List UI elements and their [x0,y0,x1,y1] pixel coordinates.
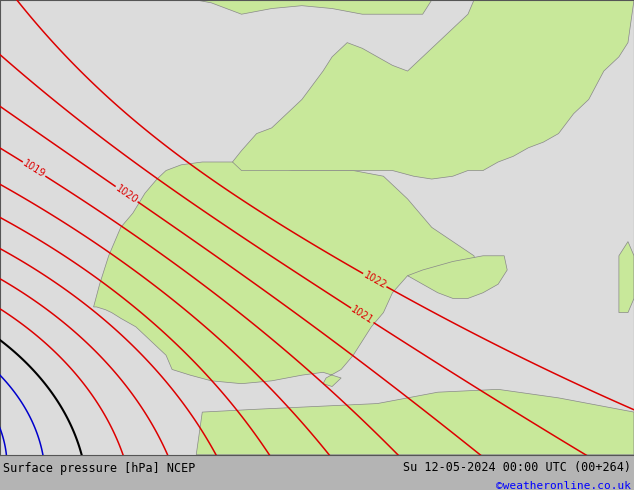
Polygon shape [197,0,432,14]
Text: ©weatheronline.co.uk: ©weatheronline.co.uk [496,482,631,490]
Text: Su 12-05-2024 00:00 UTC (00+264): Su 12-05-2024 00:00 UTC (00+264) [403,461,631,473]
Polygon shape [408,256,507,298]
Text: Surface pressure [hPa] NCEP: Surface pressure [hPa] NCEP [3,463,195,475]
Text: 1019: 1019 [21,158,47,180]
Text: 1021: 1021 [349,304,375,326]
Text: 1020: 1020 [113,183,139,205]
Text: 1022: 1022 [361,270,388,291]
Polygon shape [619,242,634,313]
Polygon shape [94,162,477,387]
Polygon shape [197,390,634,455]
Polygon shape [233,0,634,179]
